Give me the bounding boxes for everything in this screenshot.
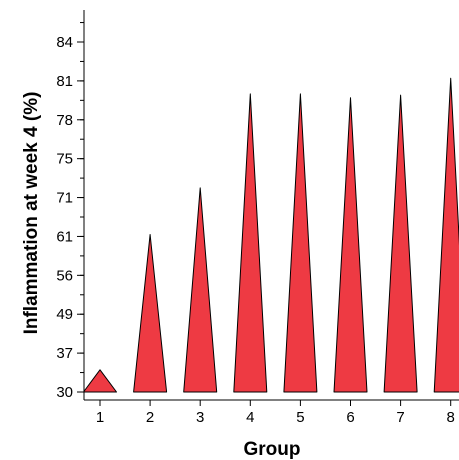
bar-group-7 (383, 94, 418, 393)
y-axis-title: Inflammation at week 4 (%) (21, 92, 42, 335)
bar-group-2 (133, 234, 168, 393)
x-tick-label: 7 (396, 409, 404, 426)
y-tick-label: 71 (56, 190, 73, 207)
x-axis-title: Group (244, 439, 301, 460)
y-tick-label: 30 (56, 384, 73, 401)
y-tick-label: 78 (56, 112, 73, 129)
x-tick-label: 3 (196, 409, 204, 426)
bar-group-4 (233, 93, 268, 393)
y-tick-label: 56 (56, 267, 73, 284)
y-tick-label: 37 (56, 345, 73, 362)
x-tick-label: 1 (96, 409, 104, 426)
y-tick-label: 84 (56, 34, 73, 51)
bar-group-1 (83, 369, 117, 393)
y-tick-label: 75 (56, 151, 73, 168)
bar-group-6 (333, 97, 368, 393)
bar-group-5 (283, 93, 318, 393)
y-tick-label: 61 (56, 228, 73, 245)
x-tick-label: 2 (146, 409, 154, 426)
bar-group-3 (183, 187, 218, 393)
x-tick-label: 5 (296, 409, 304, 426)
y-tick-label: 49 (56, 306, 73, 323)
bar-group-8 (433, 77, 459, 393)
x-tick-label: 4 (246, 409, 254, 426)
data-marks (83, 77, 459, 393)
x-tick-label: 8 (447, 409, 455, 426)
y-tick-label: 81 (56, 73, 73, 90)
y-axis: 30 37 49 56 61 71 75 78 81 84 (56, 10, 85, 401)
x-axis: 1 2 3 4 5 6 7 8 (84, 399, 459, 426)
x-tick-label: 6 (346, 409, 354, 426)
